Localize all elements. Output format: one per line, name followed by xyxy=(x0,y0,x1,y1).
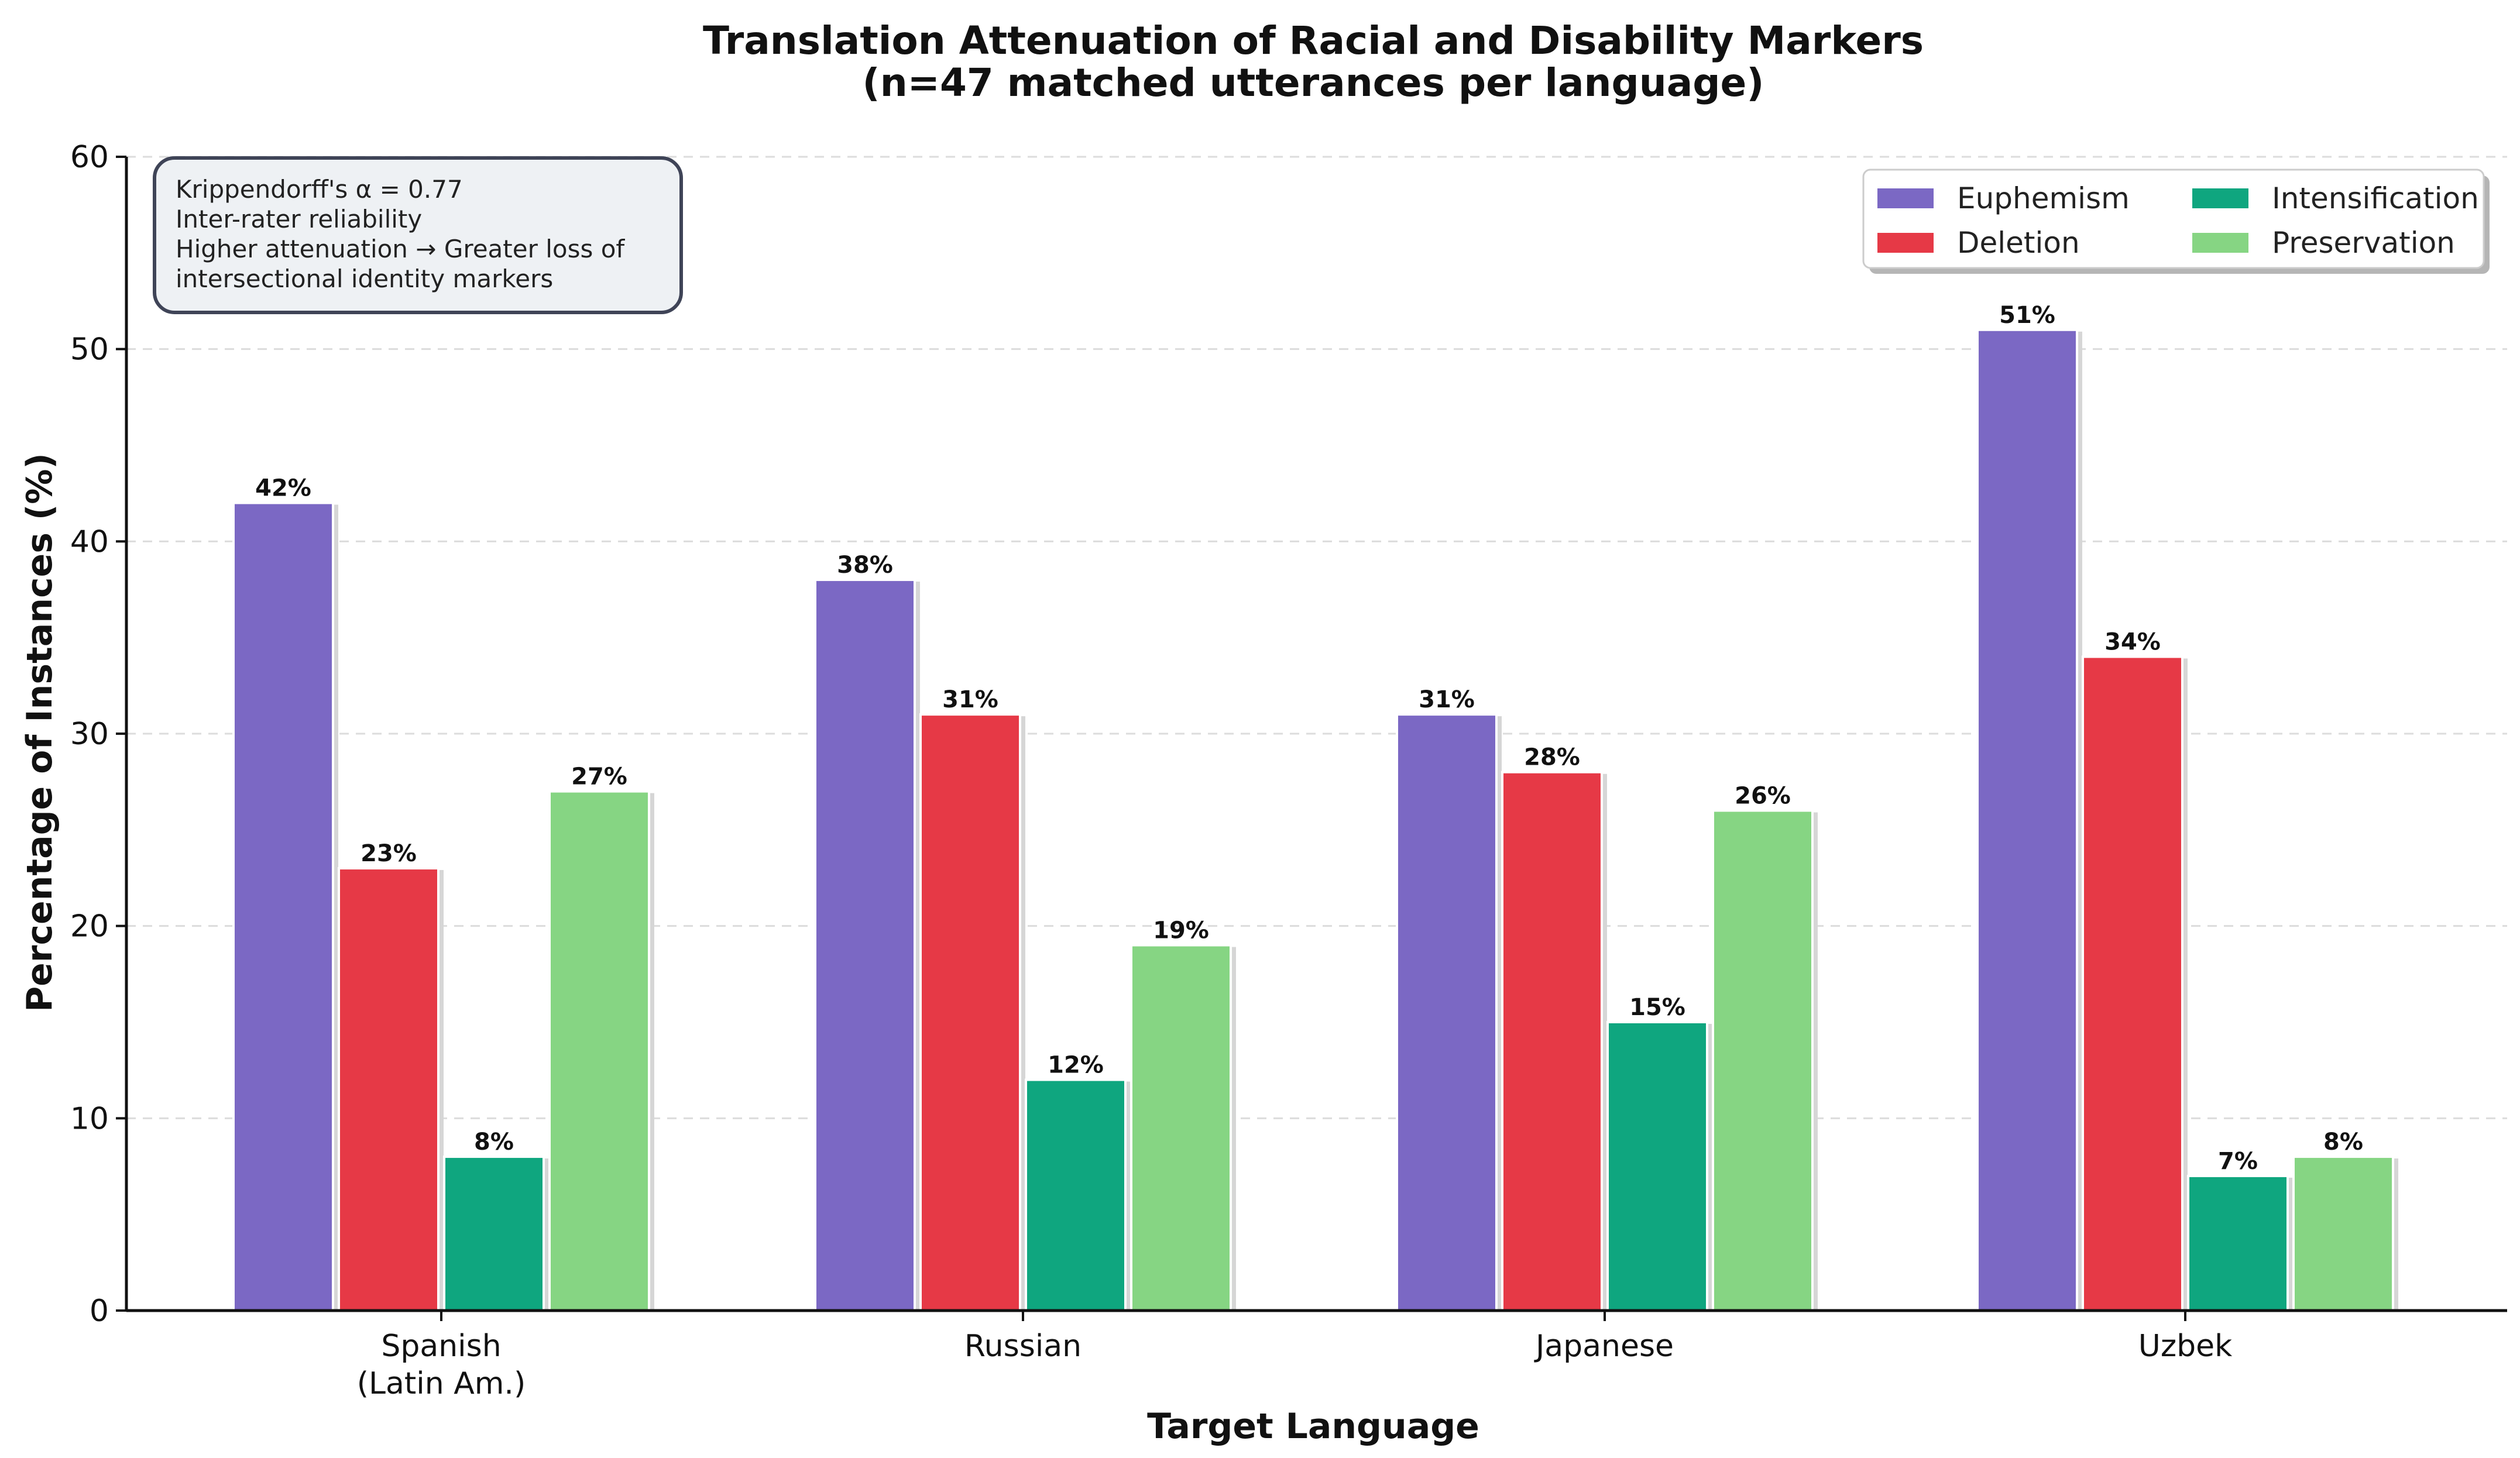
data-label: 28% xyxy=(1524,744,1580,771)
bar-preservation xyxy=(1712,809,1814,1312)
data-labels: 42% 23% 8% 27% 38% 31% 12% 19% 31% 28% 15% 26% 51% 34… xyxy=(255,302,2363,1175)
chart-title-line: Translation Attenuation of Racial and Di… xyxy=(703,18,1924,63)
y-tick-label: 40 xyxy=(70,524,109,559)
legend-label-euphemism: Euphemism xyxy=(1957,181,2130,215)
bar-preservation xyxy=(1130,944,1232,1312)
data-label: 51% xyxy=(1999,302,2055,329)
data-label: 27% xyxy=(571,764,627,790)
bars xyxy=(232,328,2398,1312)
annotation-line: intersectional identity markers xyxy=(176,264,553,293)
bar-intensification xyxy=(1025,1078,1127,1312)
legend-swatch-euphemism xyxy=(1877,188,1934,208)
legend-swatch-deletion xyxy=(1877,233,1934,253)
bar-intensification xyxy=(443,1156,545,1312)
x-tick-label: Russian xyxy=(964,1329,1082,1364)
x-tick-label: Uzbek xyxy=(2138,1329,2232,1364)
legend-swatch-intensification xyxy=(2192,188,2248,208)
x-tick-label: Japanese xyxy=(1534,1329,1674,1364)
x-axis-label: Target Language xyxy=(1147,1406,1479,1447)
legend: Euphemism Intensification Deletion Preserva… xyxy=(1862,169,2490,274)
bar-deletion xyxy=(1501,771,1603,1312)
y-tick-label: 30 xyxy=(70,717,109,752)
bar-deletion xyxy=(919,713,1021,1312)
annotation-line: Krippendorff's α = 0.77 xyxy=(176,175,463,204)
axes: 0 10 20 30 40 50 60 Spanish(Latin Am.) Russian Ja… xyxy=(70,140,2507,1401)
data-label: 26% xyxy=(1735,782,1791,809)
legend-label-deletion: Deletion xyxy=(1957,226,2080,260)
data-label: 19% xyxy=(1153,917,1209,944)
annotation-line: Higher attenuation → Greater loss of xyxy=(176,235,625,263)
bar-euphemism xyxy=(232,501,334,1312)
data-label: 23% xyxy=(361,840,417,867)
annotation-frame xyxy=(153,156,683,314)
data-label: 15% xyxy=(1629,994,1685,1021)
chart-subtitle: (n=47 matched utterances per language) xyxy=(863,60,1764,105)
y-tick-label: 50 xyxy=(70,332,109,367)
x-tick-label: Spanish xyxy=(381,1329,501,1364)
y-tick-label: 60 xyxy=(70,140,109,175)
legend-label-intensification: Intensification xyxy=(2272,181,2479,215)
bar-euphemism xyxy=(1396,713,1498,1312)
legend-swatch-preservation xyxy=(2192,233,2248,253)
bar-intensification xyxy=(2187,1174,2289,1312)
data-label: 8% xyxy=(474,1129,514,1156)
data-label: 7% xyxy=(2218,1148,2258,1175)
data-label: 34% xyxy=(2104,629,2161,656)
annotation-line: Inter-rater reliability xyxy=(176,205,422,233)
data-label: 42% xyxy=(255,475,311,502)
bar-intensification xyxy=(1606,1021,1708,1312)
bar-deletion xyxy=(2082,655,2183,1312)
legend-frame xyxy=(1862,169,2485,269)
bar-euphemism xyxy=(814,579,916,1312)
y-tick-label: 0 xyxy=(90,1294,109,1329)
y-tick-label: 20 xyxy=(70,909,109,944)
y-tick-label: 10 xyxy=(70,1101,109,1136)
bar-preservation xyxy=(2292,1156,2394,1312)
bar-deletion xyxy=(338,867,440,1312)
chart-title: Translation Attenuation of Racial and Di… xyxy=(703,18,1924,105)
data-label: 31% xyxy=(1419,686,1475,713)
data-label: 38% xyxy=(837,552,893,579)
data-label: 31% xyxy=(942,686,998,713)
legend-label-preservation: Preservation xyxy=(2272,226,2455,260)
x-tick-label: (Latin Am.) xyxy=(357,1366,526,1401)
bar-euphemism xyxy=(1976,328,2078,1312)
data-label: 8% xyxy=(2323,1129,2363,1156)
bar-preservation xyxy=(548,790,650,1312)
y-axis-label: Percentage of Instances (%) xyxy=(19,453,60,1012)
data-label: 12% xyxy=(1048,1052,1104,1079)
